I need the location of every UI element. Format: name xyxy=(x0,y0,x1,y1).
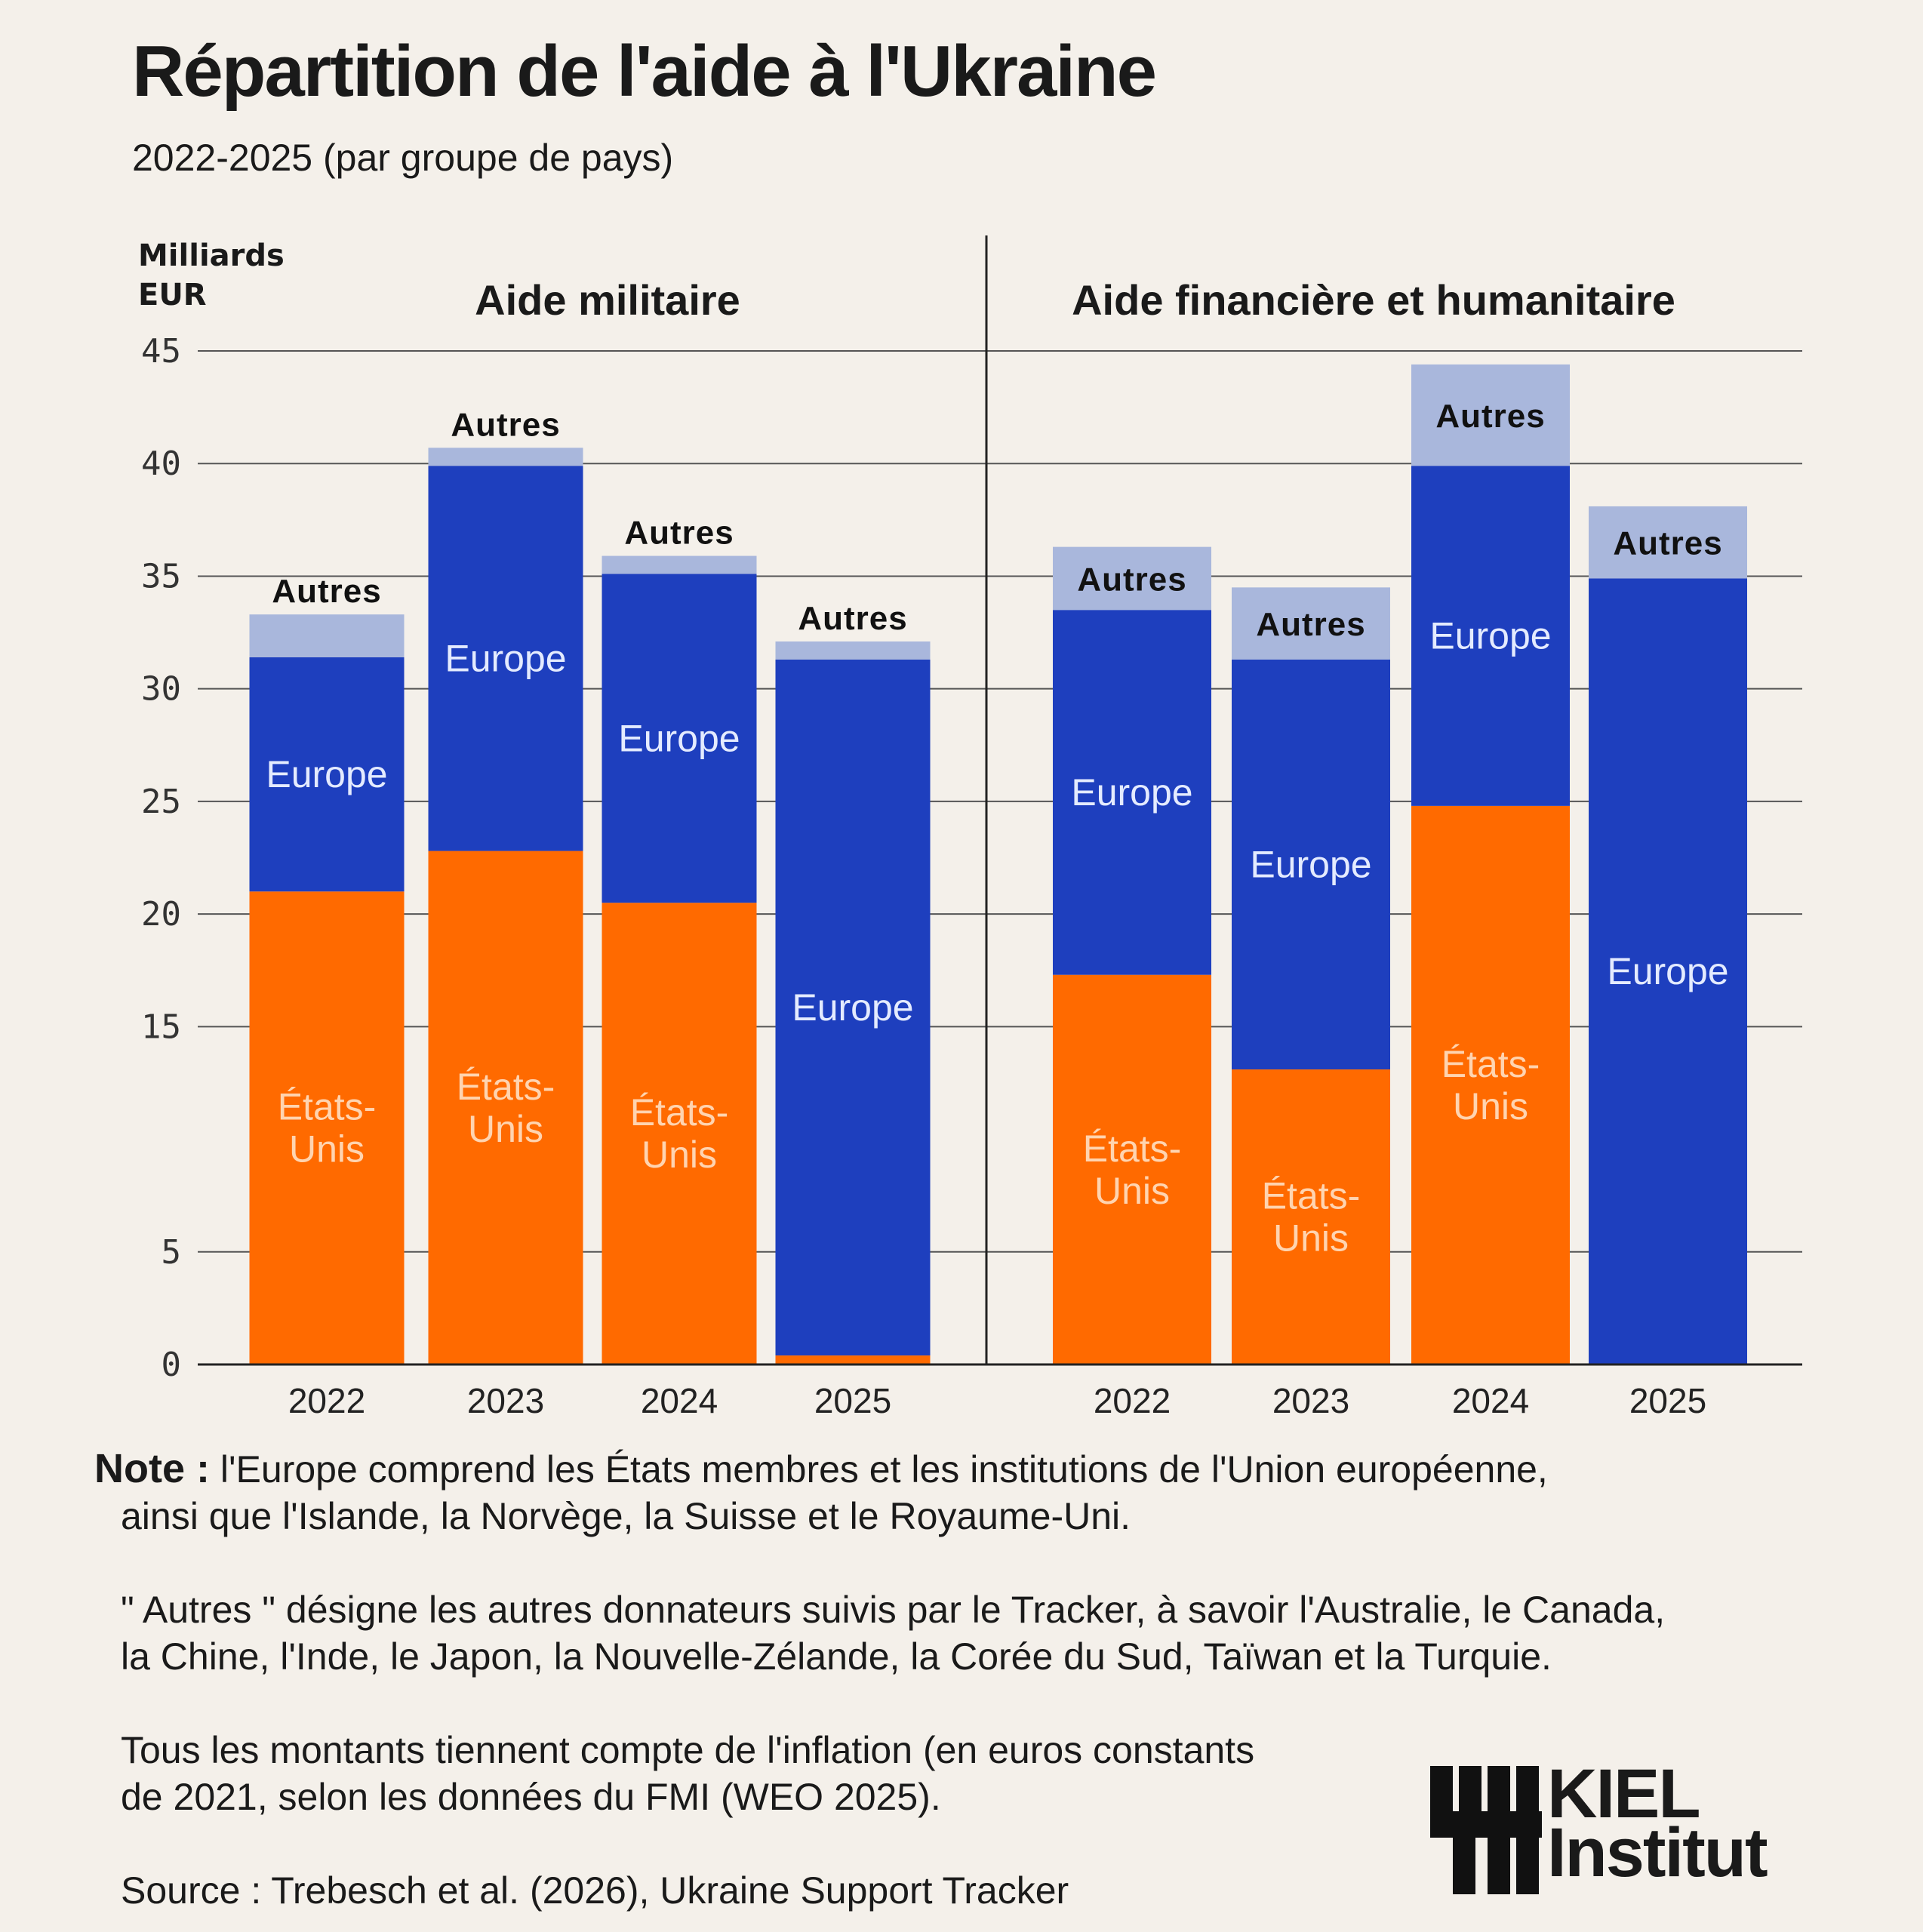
bar-segment-autres xyxy=(602,555,757,574)
bar-label-autres: Autres xyxy=(272,573,381,610)
bar-label-etats-unis: Unis xyxy=(289,1128,365,1171)
bar-segment-europe xyxy=(775,659,931,1356)
x-tick-label: 2023 xyxy=(467,1381,544,1420)
bar-label-etats-unis: États- xyxy=(1441,1043,1540,1085)
y-tick-label: 0 xyxy=(162,1346,182,1384)
x-tick-label: 2022 xyxy=(288,1381,365,1420)
x-tick-label: 2023 xyxy=(1272,1381,1349,1420)
x-tick-label: 2024 xyxy=(641,1381,718,1420)
bar-label-etats-unis: Unis xyxy=(468,1108,543,1150)
x-tick-label: 2022 xyxy=(1094,1381,1171,1420)
bar-segment-etats-unis xyxy=(249,891,405,1364)
kiel-logo-text: KIEL Institut xyxy=(1547,1755,1768,1891)
bar-label-etats-unis: États- xyxy=(1262,1175,1361,1217)
y-tick-label: 30 xyxy=(141,670,181,709)
y-tick-label: 25 xyxy=(141,783,181,821)
x-tick-label: 2025 xyxy=(1629,1381,1706,1420)
bar-label-autres: Autres xyxy=(1256,606,1365,643)
y-axis-unit: Milliards EUR xyxy=(138,236,285,315)
y-axis-unit-line2: EUR xyxy=(138,278,207,312)
bar-segment-autres xyxy=(1232,587,1390,660)
bar-label-etats-unis: Unis xyxy=(1453,1085,1528,1128)
y-tick-label: 20 xyxy=(141,895,181,934)
bar-label-autres: Autres xyxy=(798,600,907,637)
bar-label-europe: Europe xyxy=(445,637,566,679)
bar-segment-europe xyxy=(1232,659,1390,1070)
note-line-6: de 2021, selon les données du FMI (WEO 2… xyxy=(121,1776,941,1818)
panel-title-military: Aide militaire xyxy=(475,276,740,324)
note-line-4: la Chine, l'Inde, le Japon, la Nouvelle-… xyxy=(121,1635,1552,1678)
x-tick-label: 2024 xyxy=(1452,1381,1529,1420)
bar-label-europe: Europe xyxy=(792,986,913,1029)
bar-label-etats-unis: Unis xyxy=(1273,1217,1349,1260)
bar-segment-europe xyxy=(602,574,757,903)
bar-label-europe: Europe xyxy=(1607,950,1728,992)
logo-line-2: Institut xyxy=(1547,1814,1768,1891)
note-line-5: Tous les montants tiennent compte de l'i… xyxy=(121,1729,1255,1771)
y-tick-label: 45 xyxy=(141,332,181,371)
y-tick-label: 35 xyxy=(141,557,181,595)
panel-title-financial: Aide financière et humanitaire xyxy=(1072,276,1675,324)
bar-segment-etats-unis xyxy=(602,903,757,1364)
bar-segment-europe xyxy=(1411,466,1570,806)
bar-segment-autres xyxy=(1411,364,1570,466)
chart-subtitle: 2022-2025 (par groupe de pays) xyxy=(132,137,674,179)
bar-label-europe: Europe xyxy=(1071,771,1192,814)
logo-line-1: KIEL xyxy=(1547,1755,1701,1832)
bar-label-etats-unis: États- xyxy=(457,1066,555,1108)
bar-label-etats-unis: Unis xyxy=(1094,1170,1170,1212)
note-label: Note : xyxy=(94,1446,210,1491)
bar-label-europe: Europe xyxy=(266,753,387,795)
note-line-2: ainsi que l'Islande, la Norvège, la Suis… xyxy=(121,1495,1131,1537)
y-tick-label: 5 xyxy=(162,1233,182,1272)
bar-segment-europe xyxy=(1589,578,1747,1364)
bar-segment-europe xyxy=(1053,610,1211,975)
y-axis-unit-line1: Milliards xyxy=(138,238,285,273)
bar-label-autres: Autres xyxy=(1077,561,1186,598)
bar-label-autres: Autres xyxy=(451,406,560,443)
bar-label-autres: Autres xyxy=(1613,525,1722,562)
bar-segment-etats-unis xyxy=(1053,974,1211,1364)
bar-segment-etats-unis xyxy=(1232,1069,1390,1364)
bar-label-etats-unis: États- xyxy=(630,1091,729,1134)
bar-label-europe: Europe xyxy=(1429,615,1551,657)
bar-label-europe: Europe xyxy=(1250,843,1371,885)
y-tick-label: 15 xyxy=(141,1008,181,1046)
bar-label-etats-unis: États- xyxy=(1083,1128,1182,1170)
bar-segment-etats-unis xyxy=(428,851,583,1364)
stacked-bar-chart: 0515202530354045États-UnisEuropeAutres20… xyxy=(141,235,1802,1420)
note-line-3: " Autres " désigne les autres donnateurs… xyxy=(121,1589,1666,1631)
x-tick-label: 2025 xyxy=(814,1381,891,1420)
bar-segment-etats-unis xyxy=(1411,805,1570,1364)
bar-label-autres: Autres xyxy=(624,515,734,552)
kiel-institut-logo: KIEL Institut xyxy=(1430,1755,1792,1902)
notes-block: Note : l'Europe comprend les États membr… xyxy=(94,1445,1665,1914)
bar-segment-autres xyxy=(1053,546,1211,611)
bar-label-etats-unis: Unis xyxy=(642,1134,717,1176)
bar-label-autres: Autres xyxy=(1435,398,1545,435)
bar-segment-autres xyxy=(1589,506,1747,579)
source-line: Source : Trebesch et al. (2026), Ukraine… xyxy=(121,1869,1069,1912)
bar-segment-europe xyxy=(428,466,583,851)
bar-segment-autres xyxy=(428,448,583,466)
bar-segment-etats-unis xyxy=(775,1355,931,1364)
chart-title: Répartition de l'aide à l'Ukraine xyxy=(132,31,1157,112)
bar-label-etats-unis: États- xyxy=(278,1086,377,1128)
y-tick-label: 40 xyxy=(141,445,181,483)
bar-segment-autres xyxy=(775,641,931,660)
note-line-1: l'Europe comprend les États membres et l… xyxy=(220,1448,1548,1491)
bar-label-europe: Europe xyxy=(618,717,740,759)
bar-segment-europe xyxy=(249,657,405,892)
bar-segment-autres xyxy=(249,614,405,657)
kiel-logo-mark-icon xyxy=(1430,1766,1542,1894)
